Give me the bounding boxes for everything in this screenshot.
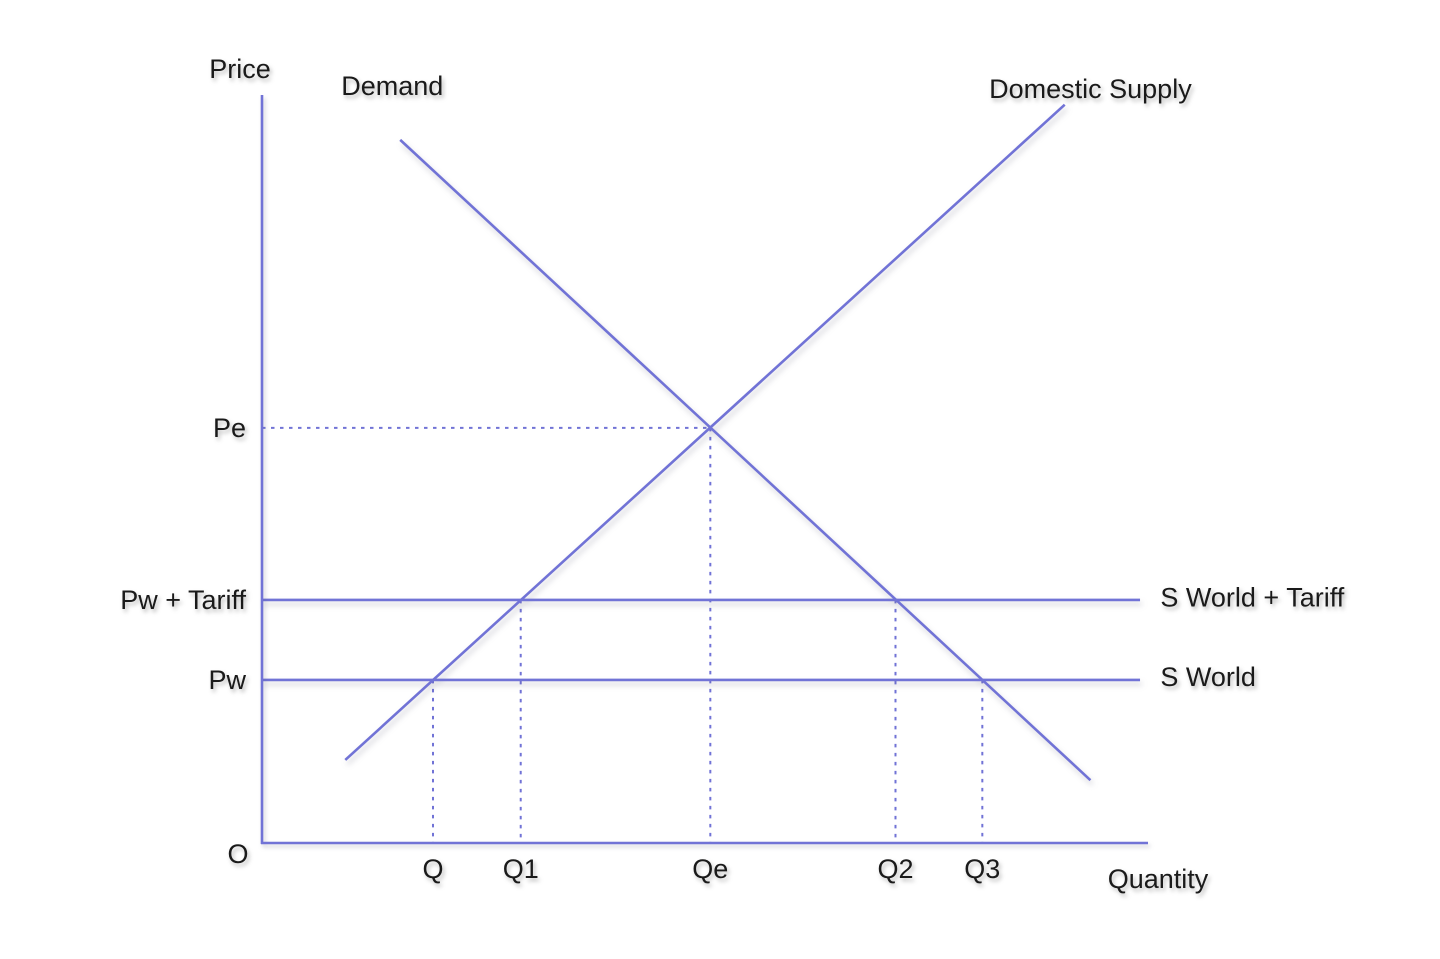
dashed-guides — [262, 426, 984, 843]
world-supply-plus-tariff-label: S World + Tariff — [1160, 583, 1344, 613]
world-supply-label: S World — [1160, 662, 1256, 692]
curves — [262, 103, 1141, 782]
quantity-mark-q3: Q3 — [964, 854, 1000, 884]
y-axis-title: Price — [209, 54, 271, 84]
x-axis-title: Quantity — [1108, 864, 1209, 894]
demand-curve — [399, 138, 1092, 782]
quantity-mark-qe: Qe — [692, 854, 728, 884]
price-mark-pw: Pw — [208, 665, 246, 695]
labels: Price Quantity O Demand Domestic Supply S Wor… — [120, 54, 1345, 894]
origin-label: O — [227, 839, 248, 869]
quantity-mark-q1: Q1 — [503, 854, 539, 884]
axes — [260, 95, 1148, 845]
price-mark-pe: Pe — [213, 413, 246, 443]
domestic-supply-label: Domestic Supply — [989, 74, 1192, 104]
domestic-supply-curve — [344, 103, 1066, 761]
price-mark-pw-tariff: Pw + Tariff — [120, 585, 246, 615]
quantity-mark-q2: Q2 — [877, 854, 913, 884]
quantity-mark-q: Q — [422, 854, 443, 884]
demand-label: Demand — [341, 71, 443, 101]
